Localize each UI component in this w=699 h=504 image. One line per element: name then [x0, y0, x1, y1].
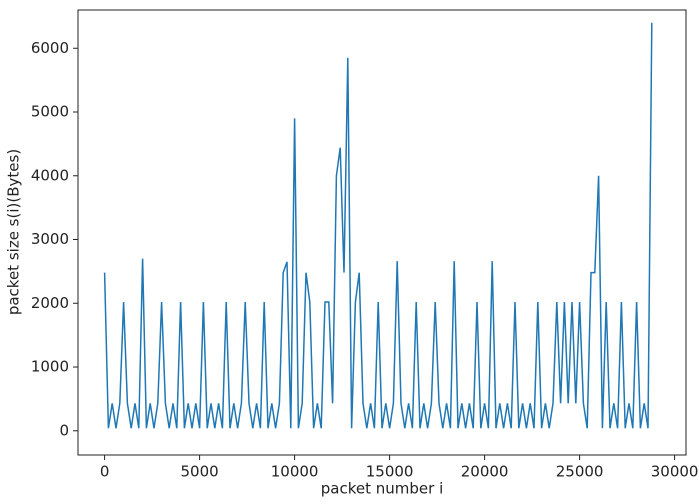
y-tick-label: 5000: [31, 103, 69, 121]
x-tick-label: 25000: [556, 463, 604, 481]
data-line: [103, 22, 653, 429]
y-tick-label: 2000: [31, 294, 69, 312]
plot-frame: [77, 9, 687, 456]
x-tick-label: 5000: [181, 463, 219, 481]
x-tick-label: 10000: [271, 463, 319, 481]
y-axis-label: packet size s(i)(Bytes): [5, 149, 23, 315]
x-tick-label: 30000: [651, 463, 699, 481]
y-tick-label: 6000: [31, 39, 69, 57]
x-tick-label: 20000: [461, 463, 509, 481]
y-tick-label: 0: [59, 421, 69, 439]
y-tick-label: 4000: [31, 166, 69, 184]
x-tick-label: 0: [100, 463, 110, 481]
x-tick-label: 15000: [366, 463, 414, 481]
y-tick-label: 3000: [31, 230, 69, 248]
x-axis-label: packet number i: [321, 480, 443, 498]
y-tick-label: 1000: [31, 358, 69, 376]
